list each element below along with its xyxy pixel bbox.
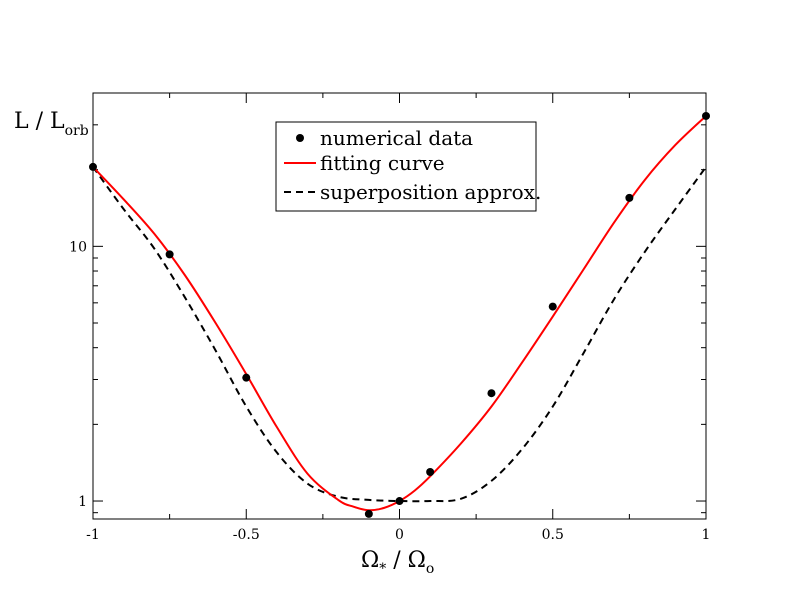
x-tick-label: -0.5	[233, 527, 260, 543]
y-tick-label: 1	[78, 494, 87, 510]
series-line-superposition	[92, 166, 707, 503]
x-tick-label: 0	[395, 527, 404, 543]
legend-label-fitting-curve: fitting curve	[320, 151, 445, 175]
y-tick-label: 10	[69, 239, 87, 255]
series-layer	[89, 111, 710, 518]
x-tick-label: 0.5	[542, 527, 564, 543]
legend-label-numerical-data: numerical data	[320, 126, 473, 150]
ticks-layer: -1 -0.5 0 0.5 1 1 10	[69, 93, 710, 543]
data-point	[487, 389, 496, 398]
data-point	[625, 193, 634, 202]
data-point	[395, 497, 404, 506]
data-point	[426, 468, 435, 477]
legend-marker-numerical-data	[296, 134, 304, 142]
series-line-fitting-curve	[92, 115, 707, 512]
x-tick-label: -1	[86, 527, 100, 543]
data-point	[165, 250, 174, 259]
legend-box	[275, 121, 537, 212]
data-point	[702, 111, 710, 120]
data-point	[364, 509, 373, 518]
data-point	[242, 373, 251, 382]
legend-label-superposition: superposition approx.	[320, 180, 541, 204]
y-axis-title: L / Lorb	[14, 109, 89, 139]
legend: numerical data fitting curve superpositi…	[275, 121, 541, 212]
data-point	[89, 162, 97, 171]
x-tick-label: 1	[702, 527, 711, 543]
x-axis-title: Ω* / Ωo	[361, 548, 434, 577]
data-point	[548, 302, 557, 311]
